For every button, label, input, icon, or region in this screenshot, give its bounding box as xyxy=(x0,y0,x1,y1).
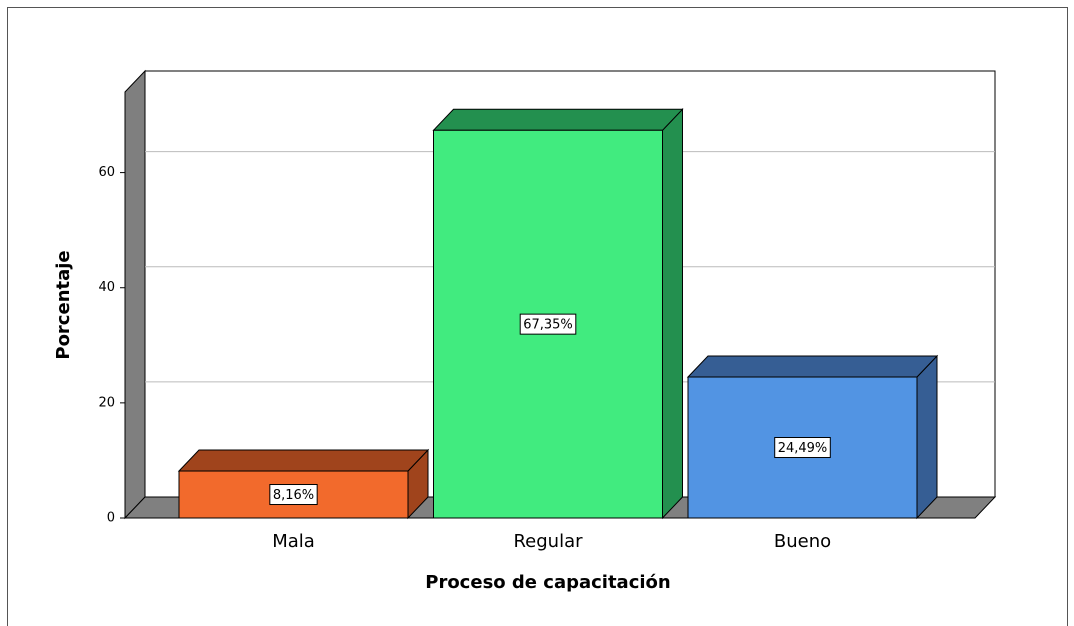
value-label: 8,16% xyxy=(273,488,314,503)
y-tick-label: 20 xyxy=(98,395,115,410)
y-tick-label: 40 xyxy=(98,280,115,295)
x-tick-label: Bueno xyxy=(774,531,831,552)
bar-top xyxy=(177,449,430,472)
value-label: 67,35% xyxy=(523,318,573,333)
bar-side xyxy=(916,354,938,520)
x-axis-title: Proceso de capacitación xyxy=(425,572,670,593)
value-label-box xyxy=(269,484,318,506)
x-tick-label: Mala xyxy=(272,531,315,552)
y-axis-title: Porcentaje xyxy=(53,250,74,359)
frame xyxy=(7,7,1068,626)
value-label-box xyxy=(774,437,831,459)
y-tick-label: 0 xyxy=(107,511,115,526)
bar-top xyxy=(686,355,939,378)
value-label: 24,49% xyxy=(778,441,828,456)
left-wall xyxy=(124,69,146,520)
y-tick-label: 60 xyxy=(98,165,115,180)
x-tick-label: Regular xyxy=(513,531,583,552)
value-label-box xyxy=(519,313,577,335)
bar-side xyxy=(662,108,683,520)
bar-top xyxy=(432,108,684,131)
